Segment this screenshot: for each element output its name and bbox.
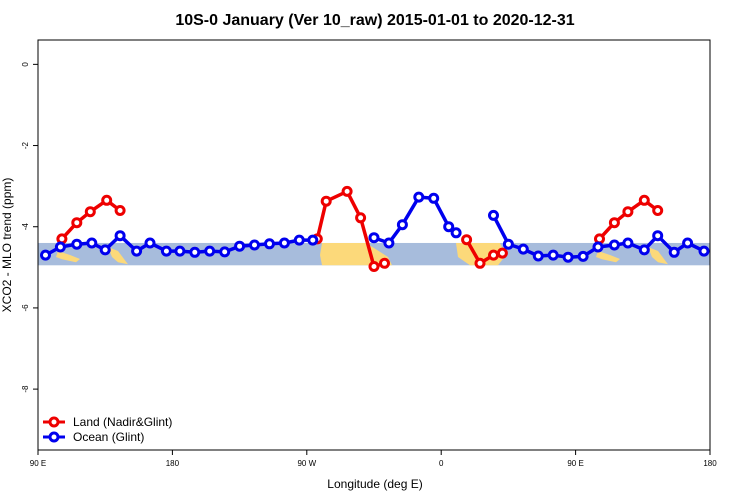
data-point	[379, 257, 390, 269]
data-point	[608, 239, 620, 251]
y-axis-label: XCO2 - MLO trend (ppm)	[0, 178, 14, 313]
data-point	[383, 237, 395, 249]
data-point	[293, 234, 305, 246]
x-axis: 90 E 180 90 W 0 90 E 180	[30, 450, 717, 468]
data-point	[638, 244, 650, 256]
data-point	[160, 245, 172, 257]
data-point	[54, 241, 66, 253]
data-point	[71, 238, 83, 250]
data-point	[428, 192, 440, 204]
data-point	[547, 249, 559, 261]
data-point	[278, 237, 290, 249]
land-silhouettes	[56, 242, 668, 266]
data-point	[517, 243, 529, 255]
land-shape	[108, 246, 128, 265]
y-tick-label: -2	[21, 141, 30, 149]
plot-frame	[37, 39, 711, 451]
data-point	[652, 230, 664, 242]
y-tick-label: 0	[21, 62, 30, 67]
chart-title: 10S-0 January (Ver 10_raw) 2015-01-01 to…	[175, 12, 574, 29]
data-point	[413, 191, 425, 203]
data-point	[219, 246, 231, 258]
data-point	[496, 247, 508, 259]
legend-item-ocean: Ocean (Glint)	[43, 430, 144, 444]
land-shape	[648, 246, 668, 265]
data-point	[84, 206, 96, 218]
data-point	[443, 221, 455, 233]
data-point	[86, 237, 98, 249]
legend: Land (Nadir&Glint) Ocean (Glint)	[43, 415, 172, 444]
legend-label-land: Land (Nadir&Glint)	[73, 415, 172, 429]
x-tick-label: 0	[439, 459, 444, 468]
data-point	[204, 245, 216, 257]
data-point	[71, 217, 83, 229]
data-point	[144, 237, 156, 249]
series-line	[60, 198, 122, 241]
y-axis: 0 -2 -4 -6 -8	[21, 62, 38, 393]
data-point	[40, 249, 51, 261]
data-point	[652, 205, 664, 216]
data-point	[622, 206, 634, 218]
data-point	[174, 245, 186, 257]
data-point	[638, 194, 650, 206]
data-point	[450, 227, 462, 239]
data-point	[396, 219, 408, 231]
x-tick-label: 180	[166, 459, 180, 468]
series-layer	[40, 185, 710, 272]
legend-label-ocean: Ocean (Glint)	[73, 430, 144, 444]
land-shape	[56, 250, 80, 263]
data-point	[682, 237, 694, 249]
data-point	[577, 250, 589, 262]
data-point	[249, 239, 260, 251]
data-point	[488, 209, 499, 221]
y-tick-label: -6	[21, 304, 30, 312]
x-axis-label: Longitude (deg E)	[327, 477, 422, 491]
data-point	[474, 257, 486, 269]
data-point	[698, 245, 710, 257]
data-point	[114, 205, 126, 216]
data-point	[264, 238, 275, 250]
data-point	[355, 212, 367, 224]
x-tick-label: 180	[703, 459, 717, 468]
data-point	[189, 246, 201, 258]
data-point	[320, 195, 332, 207]
series-land	[56, 185, 664, 272]
data-point	[562, 251, 574, 263]
land-shape	[320, 242, 392, 266]
data-point	[608, 217, 620, 229]
series-line	[373, 195, 458, 245]
data-point	[532, 250, 544, 262]
data-point	[114, 230, 126, 242]
data-point	[461, 234, 473, 246]
data-point	[368, 261, 380, 272]
x-tick-label: 90 W	[297, 459, 316, 468]
y-tick-label: -8	[21, 385, 30, 393]
data-point	[307, 234, 319, 246]
x-tick-label: 90 E	[30, 459, 46, 468]
data-point	[502, 238, 514, 250]
data-point	[622, 237, 634, 249]
series-ocean	[40, 191, 710, 263]
legend-item-land: Land (Nadir&Glint)	[43, 415, 172, 429]
data-point	[592, 241, 604, 253]
data-point	[668, 246, 680, 258]
legend-swatch-land-marker	[48, 416, 60, 428]
series-line	[598, 198, 659, 241]
data-point	[131, 245, 143, 257]
y-tick-label: -4	[21, 223, 30, 231]
legend-swatch-ocean-marker	[48, 431, 60, 443]
data-point	[101, 194, 113, 206]
data-point	[488, 249, 499, 261]
data-point	[368, 232, 380, 244]
data-point	[341, 185, 353, 197]
land-shape	[596, 250, 620, 263]
data-point	[99, 244, 111, 256]
data-point	[234, 240, 246, 252]
x-tick-label: 90 E	[567, 459, 583, 468]
